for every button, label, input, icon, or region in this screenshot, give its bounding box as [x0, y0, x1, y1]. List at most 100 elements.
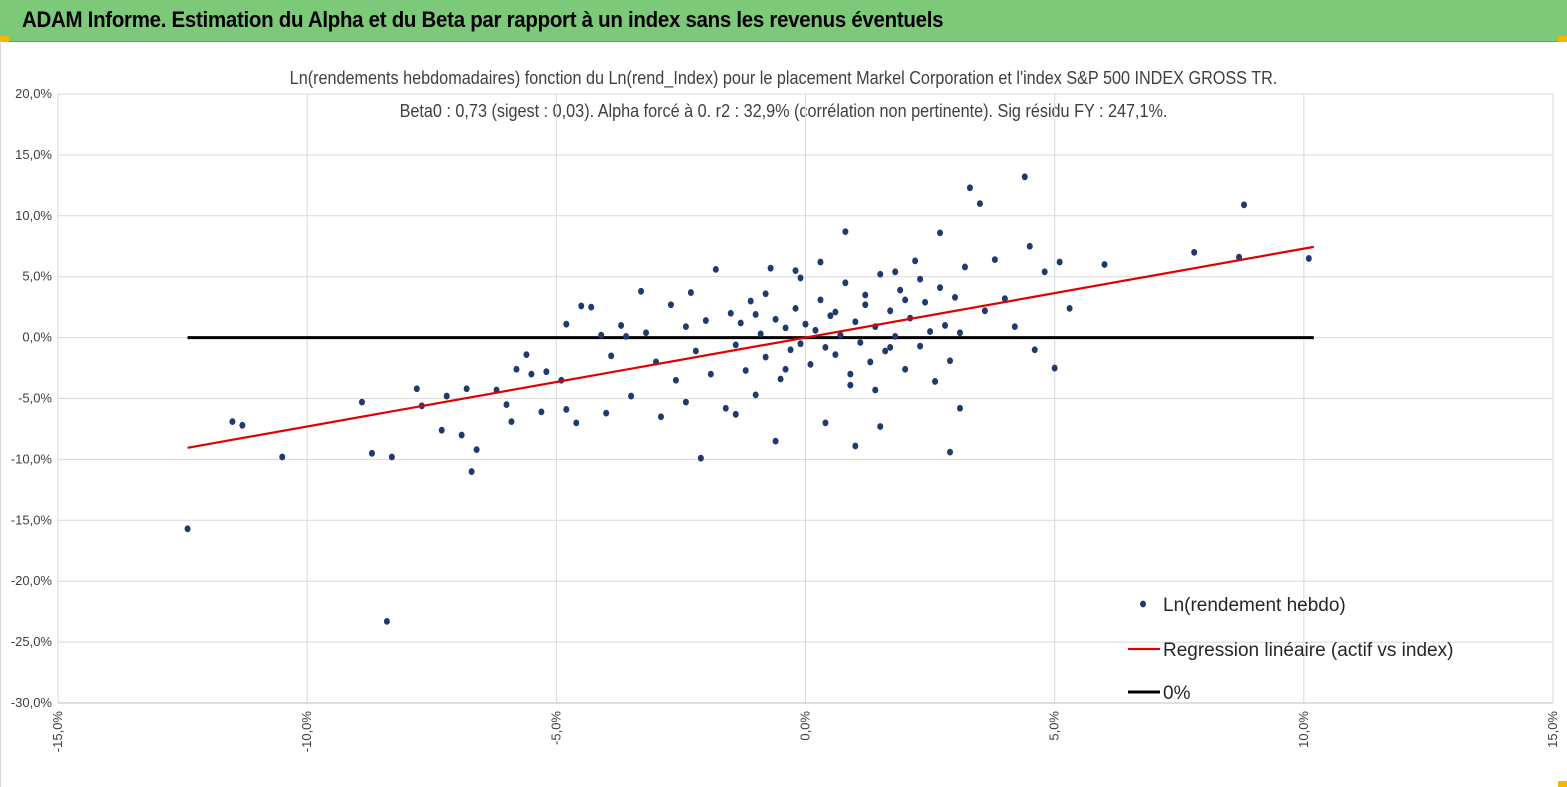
legend-label: 0% [1163, 683, 1191, 704]
data-point [932, 378, 939, 385]
data-point [239, 421, 246, 429]
data-point [956, 329, 963, 337]
banner-corner-marker-left [0, 36, 9, 42]
data-point [937, 229, 944, 237]
chart-area [0, 43, 1567, 787]
data-point [643, 329, 650, 337]
data-point [892, 332, 899, 340]
data-point [184, 525, 191, 533]
data-point [578, 302, 585, 310]
data-point [887, 307, 894, 315]
data-point [827, 312, 834, 320]
x-tick-label: -5,0% [548, 711, 563, 745]
data-point [727, 309, 734, 317]
data-point [697, 454, 704, 462]
y-tick-label: -15,0% [11, 512, 53, 527]
data-point [817, 258, 824, 266]
data-point [508, 418, 515, 426]
data-point [1001, 295, 1008, 303]
y-tick-label: -5,0% [18, 391, 52, 406]
data-point [503, 401, 510, 408]
data-point [947, 357, 954, 365]
data-point [513, 365, 520, 373]
chart-subtitle: Beta0 : 0,73 (sigest : 0,03). Alpha forc… [399, 101, 1168, 121]
data-point [732, 410, 739, 418]
data-point [712, 265, 719, 273]
data-point [966, 184, 973, 192]
data-point [832, 308, 839, 316]
data-point [802, 320, 809, 328]
data-point [1041, 268, 1048, 276]
data-point [687, 289, 694, 296]
data-point [368, 449, 375, 457]
data-point [747, 297, 754, 305]
legend: Ln(rendement hebdo) Regression linéaire (… [1128, 595, 1453, 704]
data-point [438, 426, 445, 434]
data-point [892, 268, 899, 276]
data-point [867, 358, 874, 366]
data-point [638, 287, 645, 295]
data-point [752, 311, 759, 318]
data-point [762, 290, 769, 298]
data-point [1031, 346, 1038, 354]
data-point [832, 351, 839, 359]
data-point [842, 279, 849, 287]
data-point [657, 413, 664, 421]
data-point [857, 339, 864, 346]
x-tick-label: -15,0% [50, 711, 65, 753]
data-point [797, 274, 804, 282]
y-tick-label: -30,0% [11, 695, 53, 710]
data-point [942, 322, 949, 329]
data-point [787, 346, 794, 354]
data-point [772, 315, 779, 323]
data-point [862, 301, 869, 309]
point-layer [184, 173, 1312, 625]
data-point [862, 291, 869, 299]
y-tick-label: 10,0% [15, 208, 52, 223]
data-point [797, 340, 804, 348]
data-point [822, 343, 829, 351]
data-point [692, 347, 699, 355]
data-point [927, 328, 934, 335]
data-point [837, 331, 844, 339]
data-point [887, 343, 894, 351]
data-point [792, 267, 799, 275]
data-point [473, 446, 480, 454]
x-tick-label: 15,0% [1545, 711, 1560, 748]
data-point [1241, 201, 1248, 209]
data-point [877, 270, 884, 278]
data-point [847, 381, 854, 389]
data-point [782, 365, 789, 373]
data-point [732, 341, 739, 349]
data-point [358, 398, 365, 406]
legend-marker-scatter [1140, 600, 1146, 608]
y-tick-label: 20,0% [15, 86, 52, 101]
data-point [722, 404, 729, 412]
data-point [852, 318, 859, 326]
data-point [523, 351, 530, 359]
data-point [872, 386, 879, 394]
data-point [603, 409, 610, 417]
x-tick-label: 10,0% [1296, 711, 1311, 748]
data-point [588, 303, 595, 311]
data-point [528, 370, 535, 378]
data-point [563, 406, 570, 413]
data-point [902, 296, 909, 304]
data-point [817, 296, 824, 304]
data-point [279, 453, 286, 461]
data-point [468, 468, 475, 475]
data-point [628, 392, 635, 400]
data-point [667, 301, 674, 309]
data-point [922, 298, 929, 306]
tick-layer: 20,0% 15,0% 10,0% 5,0% 0,0% -5,0% -10,0% -15,0%… [11, 86, 1560, 752]
x-tick-label: 0,0% [798, 711, 813, 741]
data-point [882, 347, 889, 355]
data-point [707, 370, 714, 378]
data-point [682, 398, 689, 406]
data-point [737, 319, 744, 327]
data-point [623, 332, 630, 340]
data-point [682, 323, 689, 331]
data-point [1056, 258, 1063, 266]
data-point [877, 423, 884, 430]
data-point [772, 437, 779, 445]
